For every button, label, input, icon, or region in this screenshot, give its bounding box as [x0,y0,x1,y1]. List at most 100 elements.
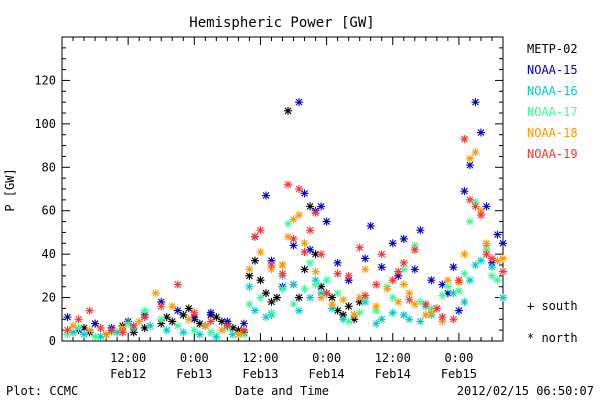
data-point [427,276,436,285]
data-point [184,304,193,313]
data-point [168,302,177,311]
x-tick-time-label: 12:00 [375,351,411,365]
data-point [206,308,215,317]
data-point [124,319,133,328]
data-point [476,206,485,215]
data-point [427,308,436,317]
series-noaa-15 [63,98,507,335]
data-point [383,284,392,293]
data-point [85,326,94,335]
data-point [311,267,320,276]
data-point [317,289,326,298]
data-point [372,280,381,289]
data-point [267,265,276,274]
plot-credit: Plot: CCMC [6,384,78,398]
data-point [333,269,342,278]
data-point [405,315,414,324]
y-tick-label: 100 [34,117,56,131]
data-point [421,310,430,319]
x-tick-date-label: Feb13 [176,367,212,381]
data-point [129,328,138,337]
data-point [499,239,507,248]
x-tick-date-label: Feb14 [375,367,411,381]
y-tick-label: 20 [42,291,56,305]
data-point [493,230,502,239]
legend-entry: NOAA-15 [527,63,578,77]
data-point [344,276,353,285]
x-tick-time-label: 12:00 [242,351,278,365]
data-point [256,226,265,235]
data-point [339,310,348,319]
data-point [350,310,359,319]
data-point [228,323,237,332]
data-point [460,297,469,306]
data-point [399,265,408,274]
data-point [289,241,298,250]
data-point [151,289,160,298]
data-point [295,211,304,220]
data-point [410,245,419,254]
data-point [416,317,425,326]
data-point [333,289,342,298]
y-tick-label: 40 [42,247,56,261]
data-point [482,250,491,259]
data-point [102,330,111,339]
data-point [328,300,337,309]
data-point [499,254,507,263]
data-point [278,269,287,278]
x-tick-time-label: 0:00 [312,351,341,365]
data-point [267,261,276,269]
data-point [355,297,364,306]
plot-timestamp: 2012/02/15 06:50:07 [457,384,594,398]
data-point [85,306,94,315]
data-point [410,300,419,309]
data-point [487,263,496,272]
data-point [239,330,248,339]
legend-entry: NOAA-17 [527,105,578,119]
data-point [118,323,127,332]
data-point [394,271,403,280]
data-point [223,321,232,330]
y-axis-label: P [GW] [3,168,17,211]
data-point [471,148,480,157]
data-point [487,258,496,267]
data-point [471,202,480,211]
data-point [328,304,337,313]
plot-frame [61,36,504,342]
data-point [460,187,469,196]
data-point [372,319,381,328]
data-point [366,221,375,230]
x-axis: 12:00 Feb12 0:00 Feb13 12:00 Feb13 0:00 Feb14 12… [61,37,504,381]
legend-entry: METP-02 [527,42,578,56]
data-point [416,226,425,235]
data-point [394,297,403,306]
x-axis-label: Date and Time [235,384,329,398]
data-point [388,276,397,285]
y-tick-label: 80 [42,160,56,174]
data-point [261,313,270,322]
data-point [173,280,182,289]
data-point [421,300,430,309]
data-point [146,321,155,330]
data-point [217,317,226,326]
data-point [460,269,469,278]
data-point [377,315,386,324]
data-point [361,265,370,274]
data-point [405,295,414,304]
data-point [289,280,298,289]
data-point [344,271,353,280]
data-point [228,330,237,339]
data-point [306,226,315,235]
data-point [284,106,293,115]
data-point [460,250,469,259]
data-point [289,234,298,243]
legend: METP-02 NOAA-15 NOAA-16 NOAA-17 NOAA-18 NOAA-… [527,42,578,161]
data-point [399,258,408,267]
legend-entry: NOAA-16 [527,84,578,98]
data-point [355,243,364,252]
data-point [190,308,199,317]
data-point [295,185,304,193]
data-point [339,315,348,324]
data-point [454,276,463,285]
data-point [388,239,397,248]
